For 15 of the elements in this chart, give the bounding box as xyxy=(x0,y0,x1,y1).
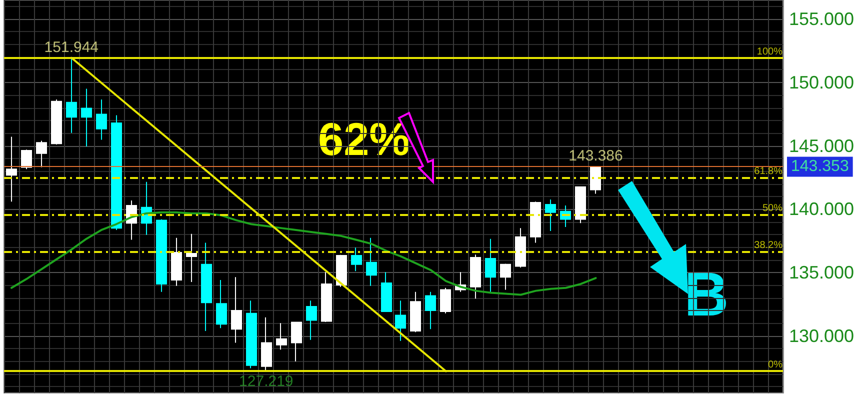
annotation: 0% xyxy=(768,360,783,371)
annotation: 151.944 xyxy=(44,38,99,56)
y-tick-label: 145.000 xyxy=(789,136,854,156)
annotation: 143.386 xyxy=(568,147,623,164)
annotation: 50% xyxy=(762,202,783,214)
y-tick-label: 135.000 xyxy=(789,262,854,283)
annotation: 127.219 xyxy=(239,373,294,390)
y-tick-label: 150.000 xyxy=(789,72,854,92)
y-tick-label: 155.000 xyxy=(789,9,854,30)
annotation: 61.8% xyxy=(754,166,783,177)
y-tick-label: 130.000 xyxy=(789,326,854,346)
y-tick-label: 140.000 xyxy=(789,199,854,220)
annotation: 100% xyxy=(756,46,783,58)
annotation: 38.2% xyxy=(754,240,783,251)
ref-line-label: 143.353 xyxy=(791,158,849,176)
